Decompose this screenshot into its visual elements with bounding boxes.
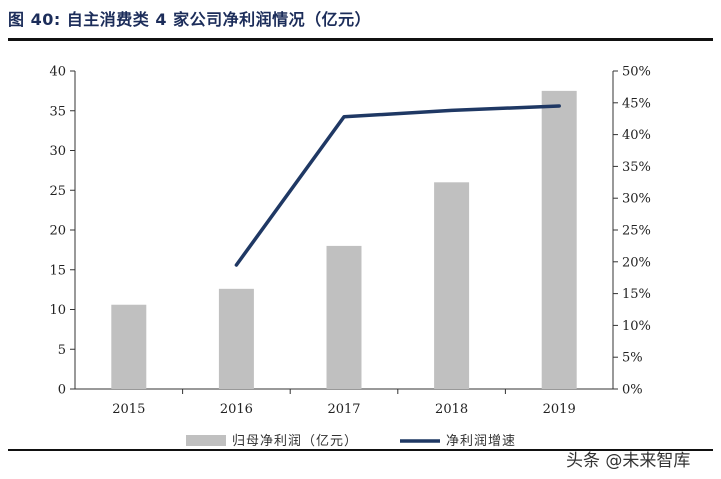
title-rule [8,38,713,41]
right-tick-label: 50% [622,65,651,80]
right-tick-label: 25% [622,224,651,239]
x-tick-label: 2016 [220,402,253,417]
left-tick-label: 0 [58,383,66,398]
left-tick-label: 40 [49,65,66,80]
right-tick-label: 40% [622,128,651,143]
left-tick-label: 10 [49,303,66,318]
right-tick-label: 5% [622,351,643,366]
growth-line [234,104,561,267]
right-tick-label: 35% [622,160,651,175]
right-tick-label: 30% [622,192,651,207]
legend-bar-label: 归母净利润（亿元） [232,434,358,449]
bar [111,304,147,389]
right-tick-label: 0% [622,383,643,398]
right-tick-label: 10% [622,319,651,334]
left-tick-label: 5 [58,343,66,358]
bar [326,245,362,389]
left-tick-label: 20 [49,224,66,239]
bar [218,288,254,389]
x-tick-label: 2018 [435,402,468,417]
x-tick-label: 2015 [112,402,145,417]
right-tick-label: 20% [622,255,651,270]
bar [541,90,577,389]
left-tick-label: 25 [49,184,66,199]
legend-bar-swatch [186,435,226,446]
x-tick-label: 2017 [327,402,360,417]
figure-title: 图 40: 自主消费类 4 家公司净利润情况（亿元） [8,10,372,29]
plot-area: 0 5 10 15 20 25 30 35 40 0% 5% 10% 15% 20% 25% 30% 35% 40… [49,65,650,418]
right-tick-label: 45% [622,96,651,111]
legend: 归母净利润（亿元） 净利润增速 [186,434,516,449]
left-tick-label: 15 [49,263,66,278]
bar [434,182,470,389]
left-tick-label: 30 [49,144,66,159]
watermark: 头条 @未来智库 [566,451,691,471]
x-tick-label: 2019 [543,402,576,417]
left-tick-label: 35 [49,104,66,119]
legend-line-label: 净利润增速 [446,434,516,449]
bottom-rule [8,449,713,451]
right-tick-label: 15% [622,287,651,302]
